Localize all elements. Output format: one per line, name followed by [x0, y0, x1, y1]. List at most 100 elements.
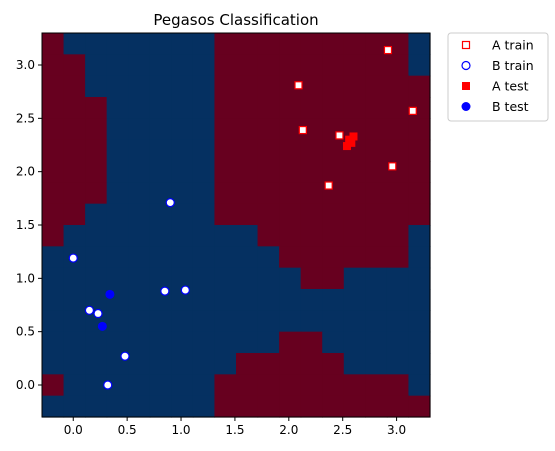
region-cell	[106, 395, 129, 418]
region-cell	[42, 33, 65, 55]
x-tick-label: 2.0	[279, 423, 298, 437]
region-cell	[343, 395, 366, 418]
region-cell	[322, 33, 345, 55]
region-cell	[128, 331, 151, 354]
region-cell	[171, 139, 194, 162]
region-cell	[257, 75, 280, 98]
region-cell	[214, 331, 237, 354]
region-cell	[192, 310, 216, 333]
region-cell	[85, 203, 108, 226]
region-cell	[192, 225, 216, 247]
region-cell	[192, 97, 216, 119]
region-cell	[85, 395, 108, 418]
region-cell	[149, 395, 172, 418]
region-cell	[408, 246, 431, 269]
legend-label-b-train: B train	[492, 58, 534, 73]
x-tick-label: 1.5	[225, 423, 244, 437]
region-cell	[42, 331, 65, 354]
region-cell	[322, 161, 345, 183]
region-cell	[279, 75, 302, 98]
region-cell	[257, 246, 280, 269]
region-cell	[322, 225, 345, 247]
region-cell	[171, 331, 194, 354]
region-cell	[300, 54, 323, 77]
region-cell	[279, 395, 302, 418]
region-cell	[343, 353, 366, 375]
y-axis: 0.0 0.5 1.0 1.5 2.0 2.5 3.0	[16, 58, 42, 392]
region-cell	[192, 395, 216, 418]
region-cell	[214, 182, 237, 205]
region-cell	[63, 289, 86, 311]
region-cell	[63, 203, 86, 226]
region-cell	[300, 182, 323, 205]
data-points	[68, 45, 417, 390]
region-cell	[149, 118, 172, 141]
region-cell	[365, 246, 388, 269]
region-cell	[128, 353, 151, 375]
region-cell	[171, 374, 194, 397]
region-cell	[192, 203, 216, 226]
region-cell	[365, 225, 388, 247]
legend-marker-a-test	[462, 82, 470, 90]
region-cell	[236, 75, 259, 98]
region-cell	[322, 139, 345, 162]
b-train-point	[165, 198, 175, 208]
region-cell	[257, 161, 280, 183]
b-train-point	[103, 380, 113, 390]
region-cell	[192, 182, 216, 205]
region-cell	[386, 225, 410, 247]
region-cell	[236, 374, 259, 397]
region-cell	[300, 246, 323, 269]
region-cell	[343, 203, 366, 226]
region-cell	[408, 331, 431, 354]
region-cell	[214, 289, 237, 311]
region-cell	[106, 75, 129, 98]
region-cell	[322, 75, 345, 98]
x-tick-label: 0.5	[118, 423, 137, 437]
region-cell	[42, 267, 65, 290]
region-cell	[408, 203, 431, 226]
region-cell	[63, 374, 86, 397]
y-tick-label: 2.0	[16, 165, 35, 179]
region-cell	[279, 33, 302, 55]
region-cell	[128, 374, 151, 397]
region-cell	[322, 54, 345, 77]
region-cell	[214, 395, 237, 418]
region-cell	[42, 374, 65, 397]
region-cell	[279, 289, 302, 311]
region-cell	[85, 289, 108, 311]
region-cell	[386, 203, 410, 226]
region-cell	[300, 353, 323, 375]
region-cell	[386, 182, 410, 205]
region-cell	[343, 182, 366, 205]
region-cell	[85, 54, 108, 77]
region-cell	[128, 310, 151, 333]
region-cell	[236, 225, 259, 247]
region-cell	[106, 33, 129, 55]
region-cell	[63, 310, 86, 333]
region-cell	[106, 267, 129, 290]
region-cell	[408, 33, 431, 55]
region-cell	[279, 310, 302, 333]
region-cell	[171, 203, 194, 226]
region-cell	[192, 75, 216, 98]
region-cell	[322, 267, 345, 290]
region-cell	[128, 289, 151, 311]
b-train-point	[120, 351, 130, 361]
region-cell	[149, 267, 172, 290]
region-cell	[42, 203, 65, 226]
region-cell	[300, 310, 323, 333]
region-cell	[300, 289, 323, 311]
region-cell	[365, 310, 388, 333]
region-cell	[128, 97, 151, 119]
region-cell	[408, 139, 431, 162]
region-cell	[408, 75, 431, 98]
region-cell	[343, 331, 366, 354]
region-cell	[171, 97, 194, 119]
region-cell	[236, 182, 259, 205]
region-cell	[192, 331, 216, 354]
region-cell	[386, 331, 410, 354]
region-cell	[128, 75, 151, 98]
region-cell	[257, 331, 280, 354]
region-cell	[128, 395, 151, 418]
